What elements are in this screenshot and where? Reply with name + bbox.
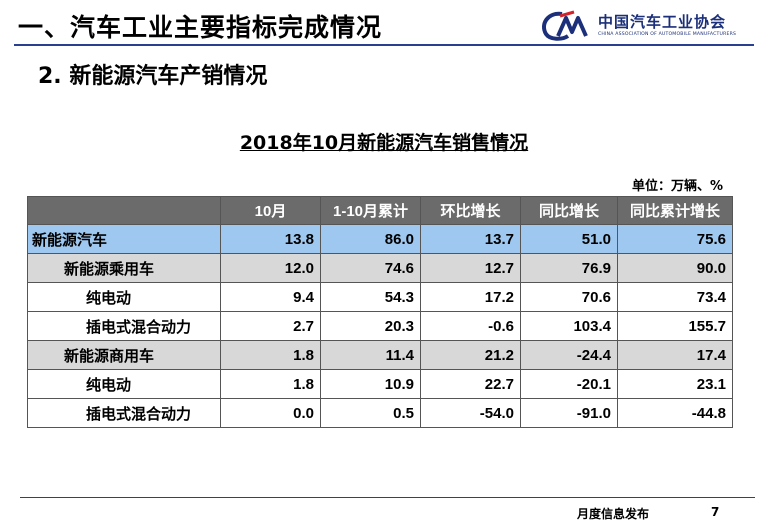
- table-row: 新能源商用车 1.8 11.4 21.2 -24.4 17.4: [27, 340, 733, 370]
- cell-value: 73.4: [617, 282, 733, 312]
- cell-value: 2.7: [220, 311, 321, 341]
- cell-value: 23.1: [617, 369, 733, 399]
- cell-value: 103.4: [520, 311, 618, 341]
- sales-table: 10月 1-10月累计 环比增长 同比增长 同比累计增长 新能源汽车 13.8 …: [27, 196, 733, 428]
- table-row: 新能源汽车 13.8 86.0 13.7 51.0 75.6: [27, 224, 733, 254]
- unit-label: 单位：万辆、%: [631, 179, 723, 194]
- cell-value: 13.7: [420, 224, 521, 254]
- cell-value: 0.0: [220, 398, 321, 428]
- table-row: 新能源乘用车 12.0 74.6 12.7 76.9 90.0: [27, 253, 733, 283]
- table-row: 纯电动 9.4 54.3 17.2 70.6 73.4: [27, 282, 733, 312]
- header-cell-name: [27, 196, 221, 225]
- row-label: 新能源乘用车: [27, 253, 221, 283]
- cell-value: 17.4: [617, 340, 733, 370]
- cell-value: 20.3: [320, 311, 421, 341]
- cell-value: 13.8: [220, 224, 321, 254]
- cell-value: 17.2: [420, 282, 521, 312]
- cell-value: 70.6: [520, 282, 618, 312]
- row-label: 新能源汽车: [27, 224, 221, 254]
- footer-label: 月度信息发布: [577, 507, 650, 521]
- cell-value: -24.4: [520, 340, 618, 370]
- caam-logo: 中国汽车工业协会 CHINA ASSOCIATION OF AUTOMOBILE…: [540, 10, 755, 42]
- cell-value: 51.0: [520, 224, 618, 254]
- table-row: 插电式混合动力 0.0 0.5 -54.0 -91.0 -44.8: [27, 398, 733, 428]
- row-label: 纯电动: [27, 369, 221, 399]
- cell-value: 10.9: [320, 369, 421, 399]
- table-row: 纯电动 1.8 10.9 22.7 -20.1 23.1: [27, 369, 733, 399]
- cell-value: 12.7: [420, 253, 521, 283]
- header-cell-month: 10月: [220, 196, 321, 225]
- cell-value: 76.9: [520, 253, 618, 283]
- section-subtitle: 2. 新能源汽车产销情况: [38, 64, 268, 89]
- cell-value: 74.6: [320, 253, 421, 283]
- cell-value: 86.0: [320, 224, 421, 254]
- cell-value: -54.0: [420, 398, 521, 428]
- cell-value: 1.8: [220, 340, 321, 370]
- cell-value: 54.3: [320, 282, 421, 312]
- cell-value: 1.8: [220, 369, 321, 399]
- table-row: 插电式混合动力 2.7 20.3 -0.6 103.4 155.7: [27, 311, 733, 341]
- row-label: 新能源商用车: [27, 340, 221, 370]
- header-cell-ytd-yoy: 同比累计增长: [617, 196, 733, 225]
- logo-chinese-name: 中国汽车工业协会: [598, 13, 727, 31]
- table-header-row: 10月 1-10月累计 环比增长 同比增长 同比累计增长: [27, 196, 733, 225]
- page-number: 7: [711, 505, 720, 519]
- row-label: 插电式混合动力: [27, 311, 221, 341]
- cell-value: -20.1: [520, 369, 618, 399]
- cell-value: 155.7: [617, 311, 733, 341]
- cell-value: 12.0: [220, 253, 321, 283]
- header-cell-yoy: 同比增长: [520, 196, 618, 225]
- cell-value: 9.4: [220, 282, 321, 312]
- table-title: 2018年10月新能源汽车销售情况: [239, 132, 529, 154]
- row-label: 插电式混合动力: [27, 398, 221, 428]
- cell-value: -44.8: [617, 398, 733, 428]
- cell-value: 21.2: [420, 340, 521, 370]
- row-label: 纯电动: [27, 282, 221, 312]
- caam-logo-icon: [542, 10, 588, 41]
- cell-value: -0.6: [420, 311, 521, 341]
- cell-value: 11.4: [320, 340, 421, 370]
- header-cell-ytd: 1-10月累计: [320, 196, 421, 225]
- cell-value: 90.0: [617, 253, 733, 283]
- page-header-title: 一、汽车工业主要指标完成情况: [18, 13, 383, 42]
- header-cell-mom: 环比增长: [420, 196, 521, 225]
- cell-value: 22.7: [420, 369, 521, 399]
- cell-value: 0.5: [320, 398, 421, 428]
- logo-english-name: CHINA ASSOCIATION OF AUTOMOBILE MANUFACT…: [598, 32, 737, 37]
- cell-value: -91.0: [520, 398, 618, 428]
- footer-divider: [20, 497, 755, 498]
- header-divider: [14, 44, 754, 46]
- cell-value: 75.6: [617, 224, 733, 254]
